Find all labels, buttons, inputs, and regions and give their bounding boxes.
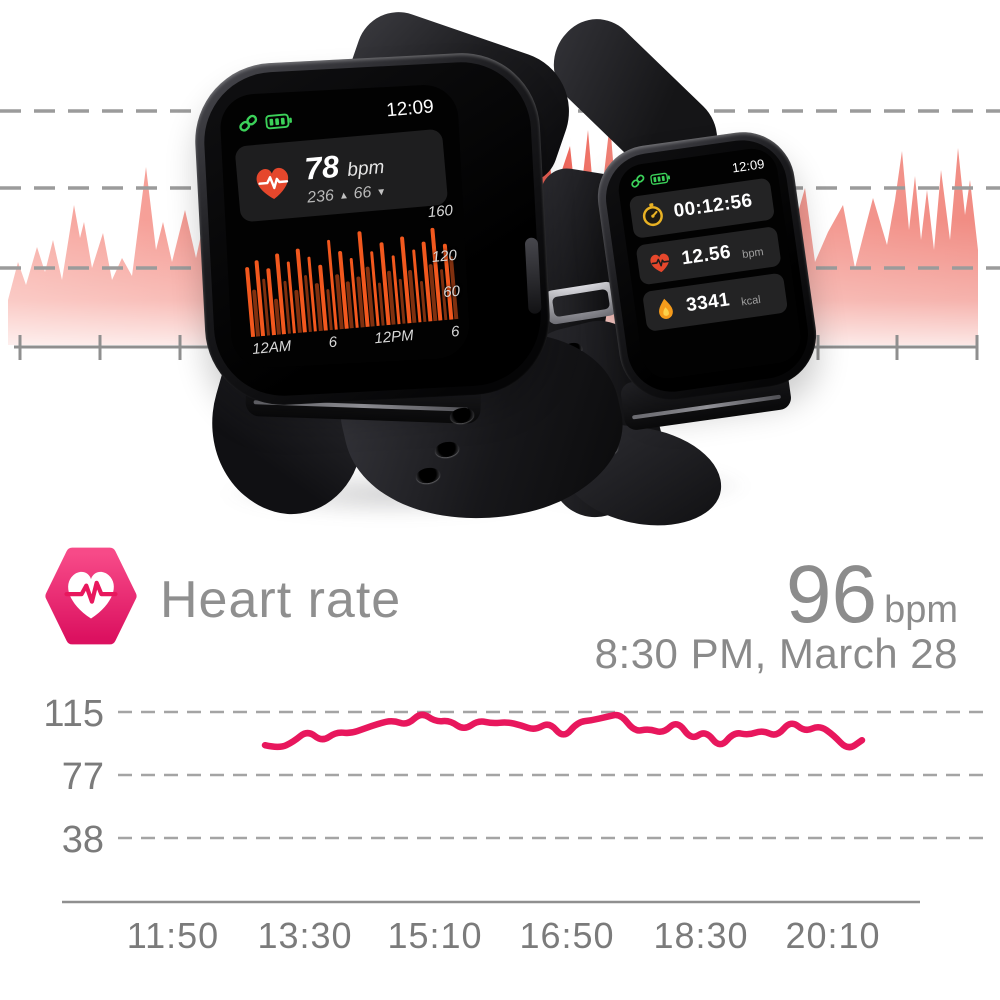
x-axis-tick: 16:50 — [519, 915, 615, 956]
reading-timestamp: 8:30 PM, March 28 — [594, 630, 958, 677]
smartwatch-back: 12:09 00:12:56 12.56 bpm — [500, 2, 835, 534]
watch1-chart-ylabel: 160 — [427, 202, 454, 222]
battery-icon — [265, 113, 292, 129]
flame-icon — [659, 298, 673, 319]
watch1-chart-ylabel: 120 — [431, 246, 458, 266]
watch1-side-button — [524, 237, 542, 314]
link-icon — [631, 174, 645, 188]
watch1-time: 12:09 — [385, 96, 435, 122]
heart-icon — [256, 167, 289, 199]
watch1-case: 12:09 78 bpm 236 ▲ — [191, 49, 554, 409]
watch1-heart-rate-bar-chart: 160 120 60 — [242, 202, 461, 338]
battery-icon — [650, 172, 671, 185]
x-axis-tick: 11:50 — [126, 915, 220, 956]
watch1-screen-content: 12:09 78 bpm 236 ▲ — [219, 83, 471, 369]
watch1-chart-xlabel: 12PM — [373, 326, 415, 348]
y-axis-tick: 115 — [43, 693, 104, 735]
watch1-bars — [242, 217, 459, 338]
x-axis-tick: 18:30 — [653, 915, 749, 956]
y-axis-tick: 38 — [61, 819, 104, 861]
watch1-heart-rate-card: 78 bpm 236 ▲ 66 ▼ — [234, 128, 449, 223]
current-heart-rate-value: 96 — [785, 549, 878, 640]
heart-rate-line-chart: 115 77 38 11:50 13:30 15:10 16:50 18:30 … — [0, 660, 1000, 1000]
calories-value: 3341 — [684, 289, 732, 317]
down-triangle-icon: ▼ — [375, 186, 387, 199]
watch1-screen: 12:09 78 bpm 236 ▲ — [218, 83, 471, 370]
chart-gridlines — [118, 710, 988, 840]
watch1-bpm-min: 66 — [352, 184, 373, 203]
x-axis-tick: 13:30 — [257, 915, 353, 956]
watch1-chart-xlabel: 6 — [327, 333, 338, 352]
calories-card: 3341 kcal — [642, 272, 789, 332]
heart-icon — [650, 253, 670, 273]
y-axis-tick: 77 — [61, 756, 104, 798]
watch1-status-bar: 12:09 — [219, 83, 455, 137]
link-icon — [239, 114, 258, 132]
watch2-status-bar: 12:09 — [615, 146, 777, 192]
watch2-strap-pin — [631, 394, 782, 419]
current-heart-rate: 96 bpm — [786, 548, 958, 642]
heart-rate-line — [261, 711, 866, 751]
watch1-heart-rate-text: 78 bpm 236 ▲ 66 ▼ — [303, 145, 387, 208]
x-axis-tick: 15:10 — [387, 915, 483, 956]
watch2-case: 12:09 00:12:56 12.56 bpm — [591, 125, 823, 407]
watch1-bpm-unit: bpm — [346, 156, 386, 181]
heart-rate-value: 12.56 — [680, 241, 733, 270]
watch2-screen: 12:09 00:12:56 12.56 bpm — [615, 145, 804, 382]
current-heart-rate-unit: bpm — [884, 589, 958, 631]
x-axis-tick: 20:10 — [785, 915, 881, 956]
up-triangle-icon: ▲ — [338, 189, 350, 202]
timer-value: 00:12:56 — [672, 190, 754, 222]
heart-rate-hexagon-icon — [45, 547, 137, 645]
heart-rate-unit: bpm — [741, 246, 765, 261]
watch1-chart-ylabel: 60 — [442, 282, 461, 302]
background-gridlines — [0, 109, 1000, 270]
calories-unit: kcal — [740, 293, 762, 309]
smartwatch-front: 12:09 78 bpm 236 ▲ — [188, 0, 639, 549]
stopwatch-icon — [642, 203, 663, 227]
watch1-chart-xlabel: 12AM — [251, 337, 292, 358]
workout-timer-card: 00:12:56 — [628, 177, 776, 239]
watch1-bpm-value: 78 — [303, 148, 341, 187]
watch1-chart-xlabel: 6 — [450, 322, 461, 341]
heart-rate-card: 12.56 bpm — [635, 225, 782, 286]
heart-rate-line-chart-svg — [62, 710, 988, 904]
watch1-bpm-max: 236 — [306, 187, 335, 207]
watch2-time: 12:09 — [731, 156, 766, 176]
section-title: Heart rate — [160, 571, 402, 629]
